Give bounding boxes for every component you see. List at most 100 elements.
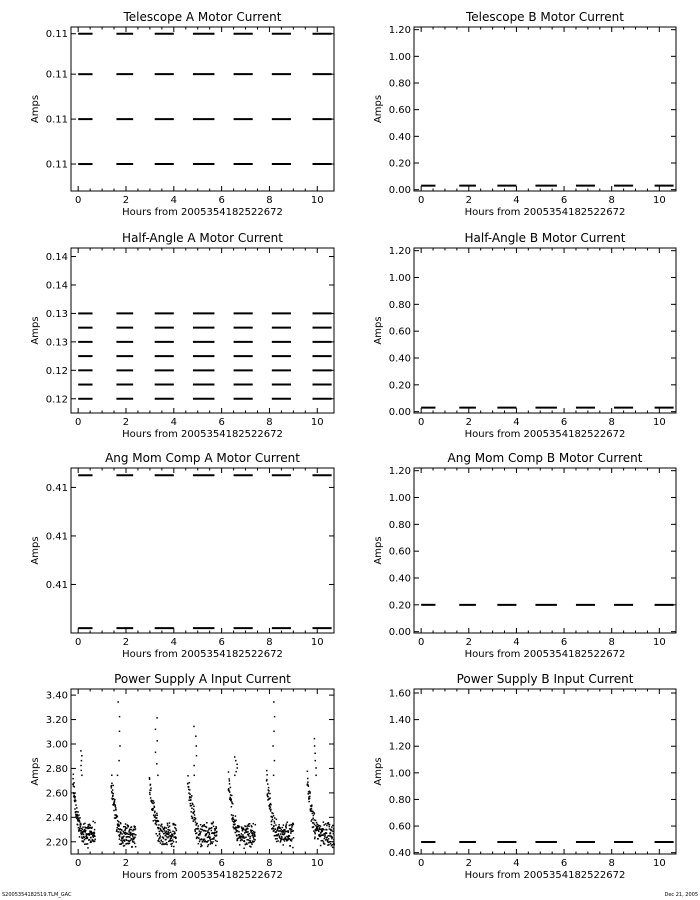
data-point <box>206 841 208 843</box>
data-point <box>162 841 164 843</box>
data-point <box>72 785 75 787</box>
x-tick-label: 10 <box>311 858 324 869</box>
data-point <box>195 755 198 757</box>
y-tick-label: 0.11 <box>46 29 68 40</box>
data-point <box>116 829 118 831</box>
data-point <box>128 829 131 832</box>
data-point <box>193 811 195 814</box>
x-tick-label: 2 <box>466 637 472 648</box>
data-point <box>247 839 250 841</box>
data-point <box>238 833 240 836</box>
data-point <box>234 831 237 834</box>
data-point <box>113 802 115 804</box>
data-point <box>73 795 75 798</box>
data-point <box>156 819 159 822</box>
data-point <box>122 825 125 828</box>
data-point <box>283 828 285 831</box>
data-point <box>166 836 168 838</box>
data-point <box>329 835 331 837</box>
data-point <box>87 847 89 849</box>
x-tick-label: 0 <box>75 637 81 648</box>
data-point <box>79 825 82 828</box>
data-point <box>94 838 96 841</box>
data-point <box>158 838 160 840</box>
data-point <box>168 835 170 838</box>
x-tick-label: 10 <box>311 637 324 648</box>
plot-frame <box>70 247 335 414</box>
data-point <box>191 817 194 820</box>
data-point <box>170 845 173 847</box>
data-point <box>192 812 195 815</box>
data-point <box>254 839 256 841</box>
data-point <box>133 841 135 843</box>
data-point <box>158 840 160 843</box>
data-point <box>328 841 330 844</box>
data-point <box>78 829 80 832</box>
data-point <box>200 843 202 846</box>
data-point <box>280 839 282 842</box>
data-point <box>192 820 194 822</box>
data-point <box>312 822 315 824</box>
panel-ha-b: Half-Angle B Motor Current 0 2 4 6 8 10 0.00 0.2… <box>373 231 677 440</box>
data-point <box>122 837 124 839</box>
data-point <box>77 820 79 822</box>
data-point <box>276 834 279 837</box>
data-point <box>308 796 310 798</box>
data-point <box>118 821 120 823</box>
data-point <box>193 774 196 777</box>
data-point <box>165 830 168 833</box>
data-point <box>245 828 248 830</box>
data-point <box>171 842 173 845</box>
data-point <box>172 835 174 837</box>
data-point <box>169 831 172 834</box>
data-point <box>243 836 245 838</box>
data-point <box>331 836 334 839</box>
data-point <box>113 800 116 803</box>
data-point <box>254 823 257 826</box>
data-point <box>86 836 89 839</box>
data-point <box>269 797 271 799</box>
data-point <box>188 788 190 791</box>
x-tick-label: 10 <box>653 858 666 869</box>
data-point <box>313 823 316 826</box>
data-point <box>130 831 132 834</box>
data-point <box>245 825 247 828</box>
data-point <box>253 833 256 835</box>
data-point <box>319 833 321 836</box>
data-point <box>251 832 253 835</box>
data-point <box>118 730 121 733</box>
data-point <box>120 842 123 845</box>
data-point <box>153 811 156 814</box>
data-point <box>288 837 290 840</box>
data-point <box>287 839 289 841</box>
data-point <box>242 828 245 830</box>
x-tick-label: 6 <box>561 417 567 428</box>
data-point <box>330 828 332 831</box>
data-point <box>174 832 176 835</box>
y-tick-label: 3.20 <box>46 715 68 726</box>
data-point <box>78 814 80 816</box>
data-point <box>314 819 317 822</box>
y-tick-label: 0.60 <box>389 105 411 116</box>
data-point <box>286 821 289 823</box>
data-point <box>156 814 158 817</box>
data-point <box>292 823 295 825</box>
data-point <box>232 818 235 820</box>
data-point <box>247 823 250 826</box>
data-point <box>120 831 122 834</box>
data-point <box>161 843 163 846</box>
data-point <box>83 830 85 833</box>
data-point <box>88 834 90 836</box>
data-point <box>119 832 122 835</box>
data-point <box>273 829 275 832</box>
x-axis-label: Hours from 2005354182522672 <box>122 207 283 218</box>
data-point <box>211 822 214 825</box>
data-point <box>168 825 171 827</box>
data-point <box>85 834 88 836</box>
data-point <box>124 823 127 825</box>
data-point <box>173 836 175 839</box>
data-point <box>273 817 276 819</box>
data-point <box>250 846 252 848</box>
data-point <box>279 827 282 829</box>
data-point <box>132 838 135 841</box>
